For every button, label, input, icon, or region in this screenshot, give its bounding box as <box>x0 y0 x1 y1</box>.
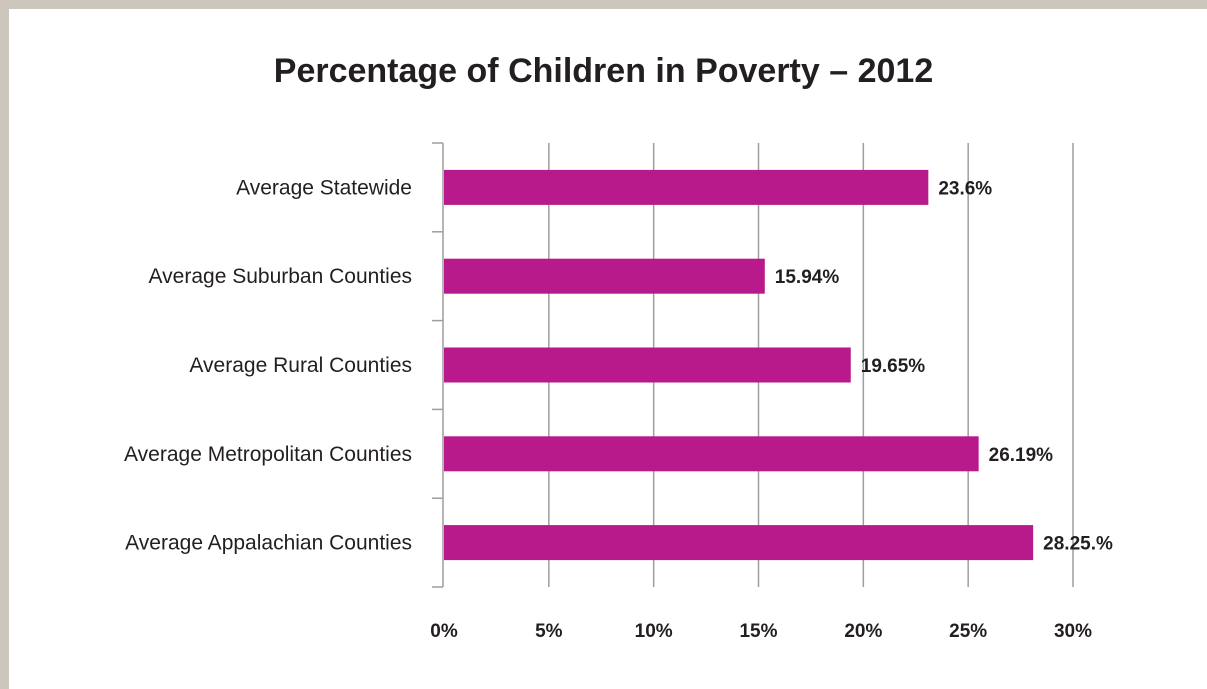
x-tick-label: 20% <box>844 621 882 642</box>
data-label: 19.65% <box>861 356 926 377</box>
category-label: Average Suburban Counties <box>149 265 412 288</box>
category-label: Average Appalachian Counties <box>125 532 412 555</box>
category-label: Average Rural Counties <box>189 354 412 377</box>
category-label: Average Statewide <box>236 176 412 199</box>
data-label: 28.25.% <box>1043 534 1113 555</box>
bar <box>444 525 1034 561</box>
x-tick-label: 25% <box>949 621 987 642</box>
bar <box>444 436 979 472</box>
x-tick-label: 15% <box>739 621 777 642</box>
x-tick-label: 10% <box>635 621 673 642</box>
x-tick-label: 5% <box>535 621 563 642</box>
chart-title: Percentage of Children in Poverty – 2012 <box>273 52 934 90</box>
data-label: 26.19% <box>989 445 1054 466</box>
x-tick-label: 0% <box>430 621 458 642</box>
data-label: 15.94% <box>775 267 840 288</box>
x-tick-label: 30% <box>1054 621 1092 642</box>
bar <box>444 258 765 294</box>
data-label: 23.6% <box>938 178 992 199</box>
bar <box>444 347 851 383</box>
bar <box>444 169 929 205</box>
category-label: Average Metropolitan Counties <box>124 443 412 466</box>
